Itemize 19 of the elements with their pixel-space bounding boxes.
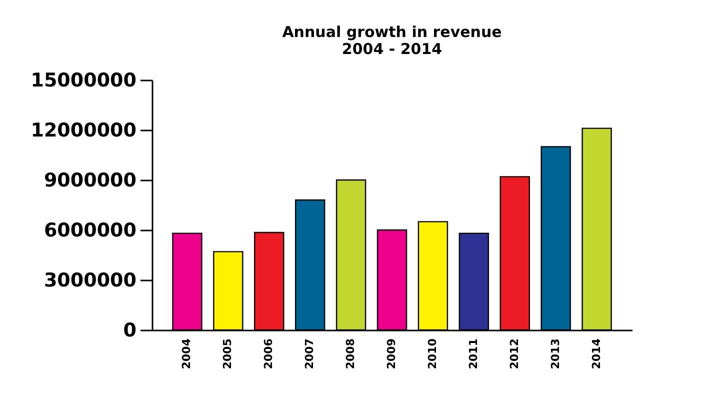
x-tick-label: 2013 bbox=[548, 338, 562, 370]
x-tick-label: 2006 bbox=[262, 338, 276, 370]
x-tick-label: 2007 bbox=[303, 338, 316, 370]
x-tick-label: 2009 bbox=[385, 338, 398, 370]
text: Annual growth in revenue bbox=[282, 23, 502, 41]
y-tick-label: 0 bbox=[123, 320, 136, 342]
x-tick-label: 2014 bbox=[590, 338, 603, 370]
x-tick-label: 2008 bbox=[344, 338, 358, 370]
text: 2004 - 2014 bbox=[342, 40, 442, 58]
y-tick-label: 3000000 bbox=[44, 270, 136, 292]
x-tick-label: 2004 bbox=[180, 338, 194, 370]
x-tick-label: 2012 bbox=[508, 338, 521, 370]
y-tick-label: 9000000 bbox=[44, 170, 136, 192]
y-tick-label: 12000000 bbox=[30, 120, 136, 142]
x-tick-label: 2011 bbox=[466, 338, 480, 370]
x-tick-label: 2010 bbox=[426, 338, 439, 370]
y-tick-label: 6000000 bbox=[44, 220, 136, 242]
x-tick-label: 2005 bbox=[221, 338, 234, 370]
y-tick-label: 15000000 bbox=[30, 70, 136, 92]
